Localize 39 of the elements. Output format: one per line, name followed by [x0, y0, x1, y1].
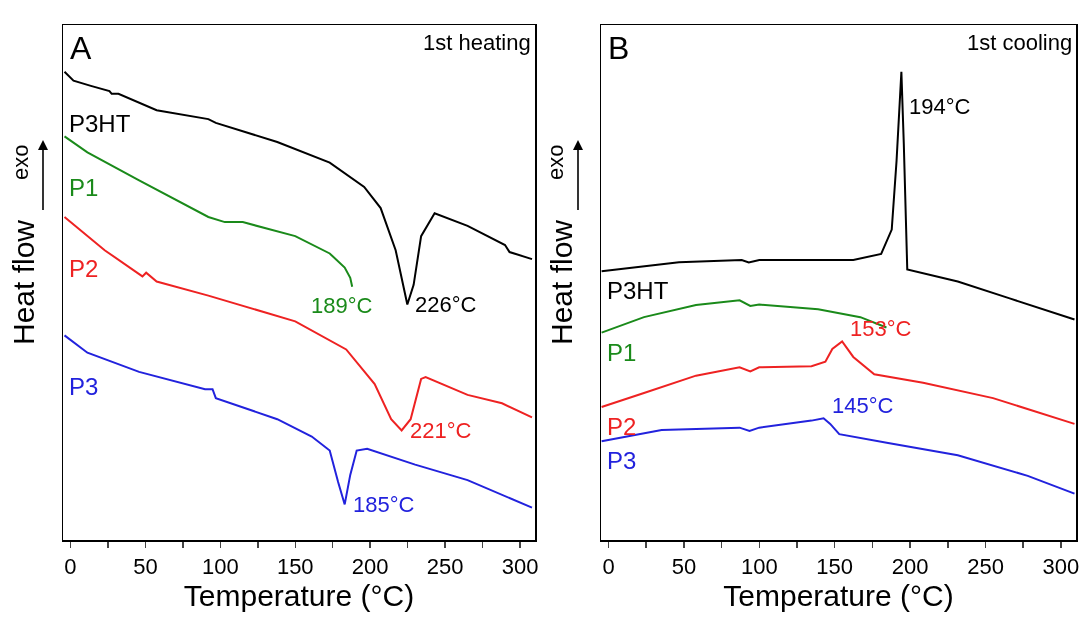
series-label: P2	[69, 255, 99, 282]
series-label: P3HT	[69, 110, 131, 137]
chart-subtitle: 1st cooling	[967, 30, 1073, 55]
x-axis-title: Temperature (°C)	[183, 578, 415, 612]
chart-title: A	[70, 30, 92, 66]
x-axis-title: Temperature (°C)	[723, 578, 954, 612]
x-tick-label: 150	[276, 553, 314, 579]
series-label: P1	[607, 339, 637, 366]
annotation: 221°C	[410, 418, 472, 443]
x-tick-label: 250	[967, 553, 1004, 579]
x-tick-label: 100	[740, 553, 778, 579]
y-axis-title: Heat flow	[6, 219, 40, 346]
annotation: 185°C	[353, 492, 415, 517]
x-tick-label: 0	[64, 553, 77, 579]
x-tick-label: 100	[201, 553, 239, 579]
chart-title: B	[608, 30, 630, 66]
text: exo	[8, 144, 34, 180]
series-label: P3	[607, 447, 637, 474]
text: exo	[543, 144, 569, 180]
annotation: 194°C	[909, 94, 971, 119]
x-tick-label: 50	[133, 553, 158, 579]
x-tick-label: 150	[816, 553, 854, 579]
annotation: 226°C	[415, 292, 477, 317]
chart-subtitle: 1st heating	[423, 30, 531, 55]
x-tick-label: 200	[351, 553, 389, 579]
x-tick-label: 250	[426, 553, 464, 579]
x-tick-label: 300	[1042, 553, 1080, 579]
x-tick-label: 50	[671, 553, 697, 579]
x-tick-label: 300	[501, 553, 539, 579]
x-tick-label: 0	[602, 553, 615, 579]
series-label: P3	[69, 373, 99, 400]
series-label: P3HT	[607, 277, 669, 304]
y-axis-title: Heat flow	[544, 219, 578, 346]
annotation: 153°C	[850, 316, 912, 341]
x-tick-label: 200	[891, 553, 929, 579]
annotation: 189°C	[311, 293, 373, 318]
series-label: P1	[69, 174, 99, 201]
annotation: 145°C	[832, 393, 894, 418]
series-label: P2	[607, 413, 637, 440]
